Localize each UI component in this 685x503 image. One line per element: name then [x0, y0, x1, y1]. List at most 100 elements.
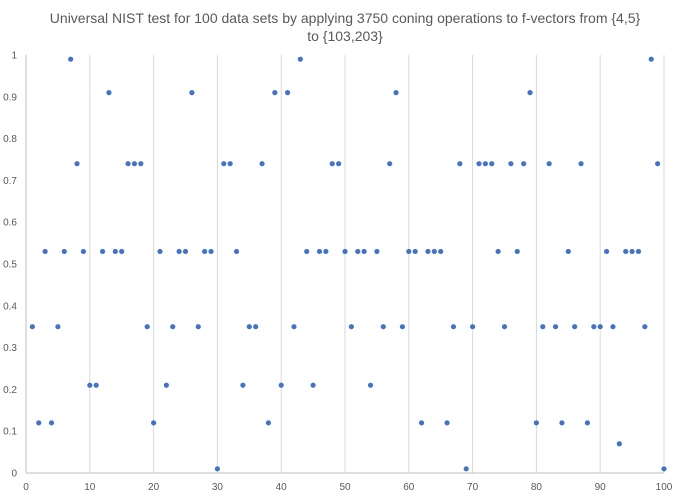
data-point	[514, 248, 520, 255]
data-point	[495, 248, 501, 255]
data-point	[521, 161, 527, 167]
data-point	[87, 382, 93, 388]
data-point	[348, 324, 354, 330]
data-point	[597, 324, 603, 330]
data-point	[610, 324, 616, 330]
data-point	[227, 161, 233, 167]
data-point	[233, 248, 240, 255]
data-point	[48, 420, 55, 426]
data-point	[431, 248, 437, 255]
data-point	[74, 161, 80, 167]
data-point	[540, 324, 546, 330]
data-point	[412, 248, 418, 255]
data-point	[291, 324, 297, 330]
data-point	[406, 248, 412, 255]
data-point	[36, 420, 42, 426]
x-tick-label: 70	[467, 482, 479, 493]
y-tick-label: 0.3	[3, 343, 17, 354]
data-point	[367, 382, 374, 388]
data-point	[297, 56, 303, 62]
data-point	[61, 248, 67, 255]
data-point	[565, 248, 571, 255]
y-tick-label: 0.8	[3, 134, 17, 145]
data-point	[284, 90, 291, 96]
x-tick-label: 60	[403, 482, 415, 493]
data-point	[99, 248, 106, 255]
data-point	[323, 248, 329, 255]
data-point	[336, 161, 342, 167]
x-tick-labels: 0 10 20 30 40 50 60 70 80 90 100	[23, 482, 673, 493]
data-point	[246, 324, 252, 330]
data-point	[648, 56, 654, 62]
data-point	[304, 248, 310, 255]
data-point	[106, 90, 112, 96]
data-point	[144, 324, 150, 330]
data-points	[29, 56, 667, 472]
y-tick-label: 0.9	[3, 92, 17, 103]
data-point	[387, 161, 393, 167]
data-point	[457, 161, 463, 167]
x-tick-label: 100	[656, 482, 673, 493]
data-point	[131, 161, 138, 167]
data-point	[393, 90, 399, 96]
data-point	[463, 466, 469, 472]
x-tick-label: 30	[212, 482, 224, 493]
data-point	[355, 248, 361, 255]
data-point	[470, 324, 476, 330]
data-point	[623, 248, 629, 255]
data-point	[157, 248, 163, 255]
data-point	[259, 161, 265, 167]
x-tick-label: 20	[148, 482, 160, 493]
data-point	[489, 161, 495, 167]
data-point	[29, 324, 35, 330]
data-point	[374, 248, 380, 255]
data-point	[202, 248, 208, 255]
data-point	[661, 466, 667, 472]
data-point	[189, 90, 195, 96]
data-point	[329, 161, 335, 167]
data-point	[265, 420, 272, 426]
data-point	[55, 324, 61, 330]
x-tick-label: 0	[23, 482, 29, 493]
data-point	[182, 248, 189, 255]
data-point	[272, 90, 278, 96]
data-point	[42, 248, 48, 255]
y-tick-label: 0.6	[3, 218, 17, 229]
data-point	[655, 161, 661, 167]
y-tick-label: 0	[11, 469, 17, 480]
data-point	[195, 324, 201, 330]
chart-title-line1: Universal NIST test for 100 data sets by…	[50, 10, 641, 26]
data-point	[176, 248, 182, 255]
y-tick-label: 0.7	[3, 176, 17, 187]
data-point	[450, 324, 457, 330]
data-point	[533, 420, 540, 426]
data-point	[68, 56, 74, 62]
data-point	[444, 420, 450, 426]
data-point	[635, 248, 642, 255]
data-point	[253, 324, 259, 330]
data-point	[527, 90, 533, 96]
data-point	[476, 161, 482, 167]
data-point	[240, 382, 246, 388]
data-point	[584, 420, 591, 426]
x-tick-label: 10	[84, 482, 96, 493]
y-tick-label: 0.5	[3, 260, 17, 271]
data-point	[138, 161, 144, 167]
chart-title-line2: to {103,203}	[307, 28, 383, 44]
data-point	[572, 324, 578, 330]
data-point	[642, 324, 648, 330]
data-point	[208, 248, 214, 255]
data-point	[559, 420, 565, 426]
data-point	[603, 248, 610, 255]
data-point	[438, 248, 444, 255]
x-tick-label: 40	[276, 482, 288, 493]
data-point	[112, 248, 118, 255]
y-tick-label: 0.2	[3, 385, 17, 396]
data-point	[418, 420, 425, 426]
data-point	[93, 382, 99, 388]
data-point	[629, 248, 635, 255]
data-point	[80, 248, 87, 255]
data-point	[380, 324, 386, 330]
data-point	[163, 382, 169, 388]
